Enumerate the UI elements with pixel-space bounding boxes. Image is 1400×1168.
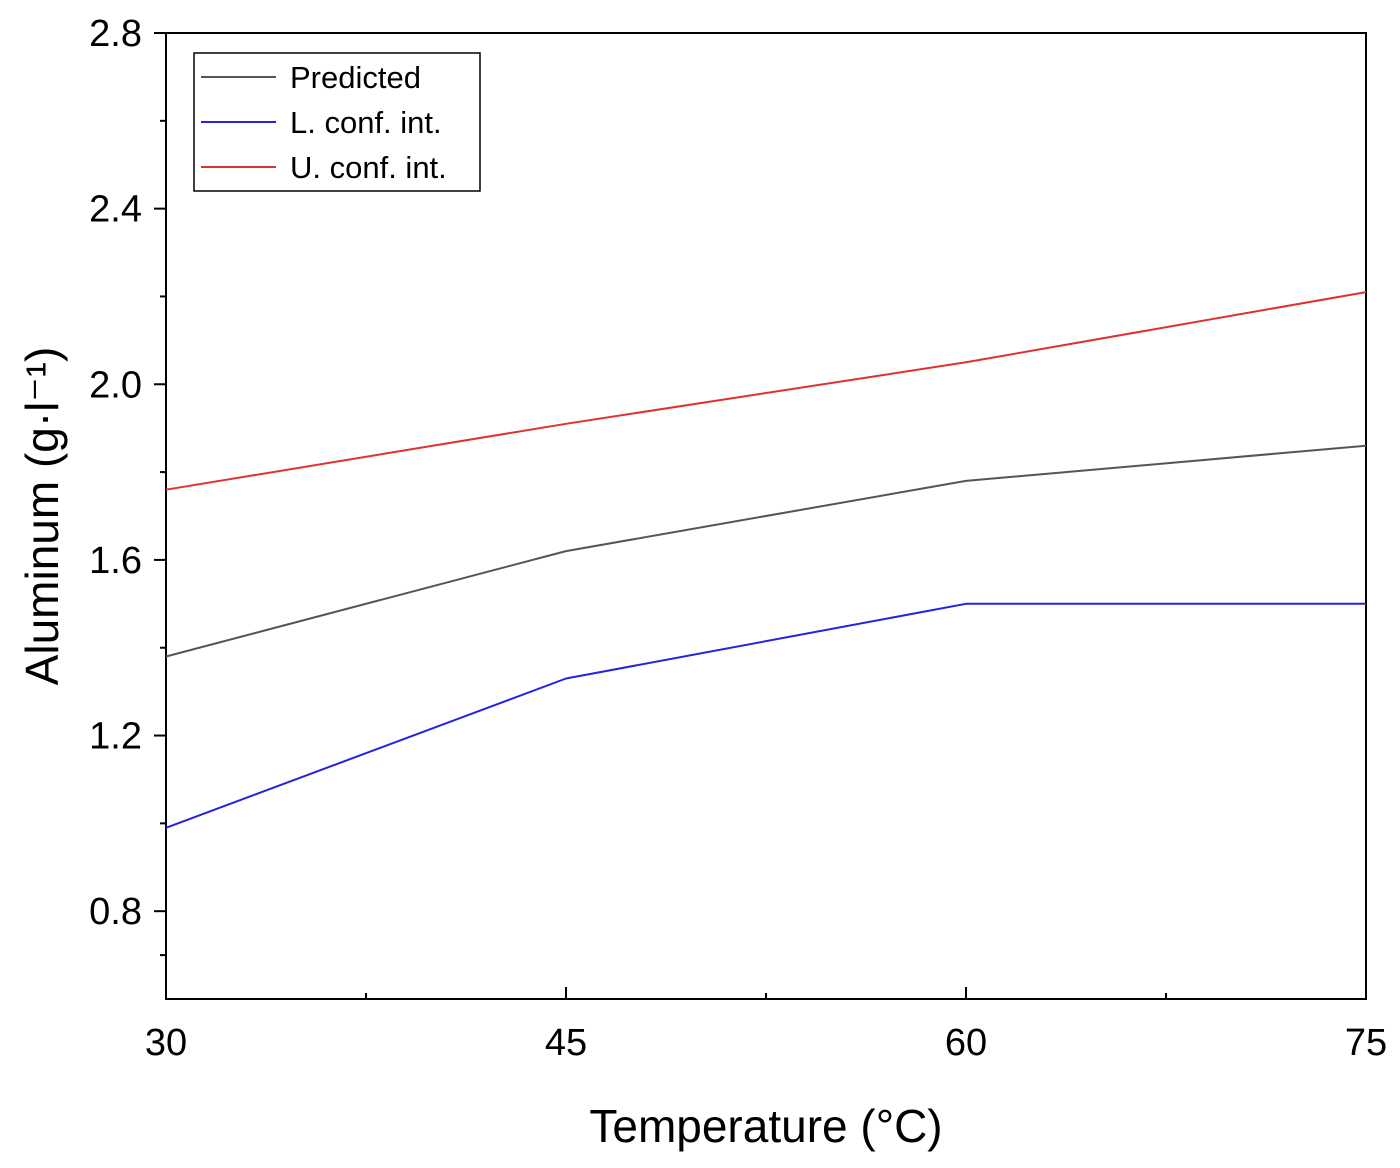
x-tick-label: 45 (545, 1022, 587, 1064)
axes-ticks: 30 45 60 75 0.8 1.2 1.6 2.0 2.4 2.8 (89, 13, 1387, 1064)
y-axis-title: Aluminum (g·l⁻¹) (16, 347, 68, 686)
y-tick-label: 2.0 (89, 364, 142, 406)
series-lower-ci-line (165, 602, 1366, 829)
x-tick-label: 60 (945, 1022, 987, 1064)
series-group (165, 291, 1367, 829)
series-predicted-line (165, 444, 1367, 658)
legend-label-lower-ci: L. conf. int. (290, 105, 442, 140)
x-axis-title: Temperature (°C) (589, 1100, 942, 1152)
legend: Predicted L. conf. int. U. conf. int. (193, 52, 481, 192)
x-tick-label: 30 (145, 1022, 187, 1064)
y-tick-label: 2.4 (89, 189, 142, 231)
y-tick-label: 0.8 (89, 891, 142, 933)
y-tick-label: 1.6 (89, 540, 142, 582)
x-tick-label: 75 (1345, 1022, 1387, 1064)
legend-label-predicted: Predicted (290, 60, 421, 95)
y-tick-label: 2.8 (89, 13, 142, 55)
legend-label-upper-ci: U. conf. int. (290, 150, 447, 185)
series-upper-ci-line (165, 291, 1367, 491)
y-tick-label: 1.2 (89, 716, 142, 758)
